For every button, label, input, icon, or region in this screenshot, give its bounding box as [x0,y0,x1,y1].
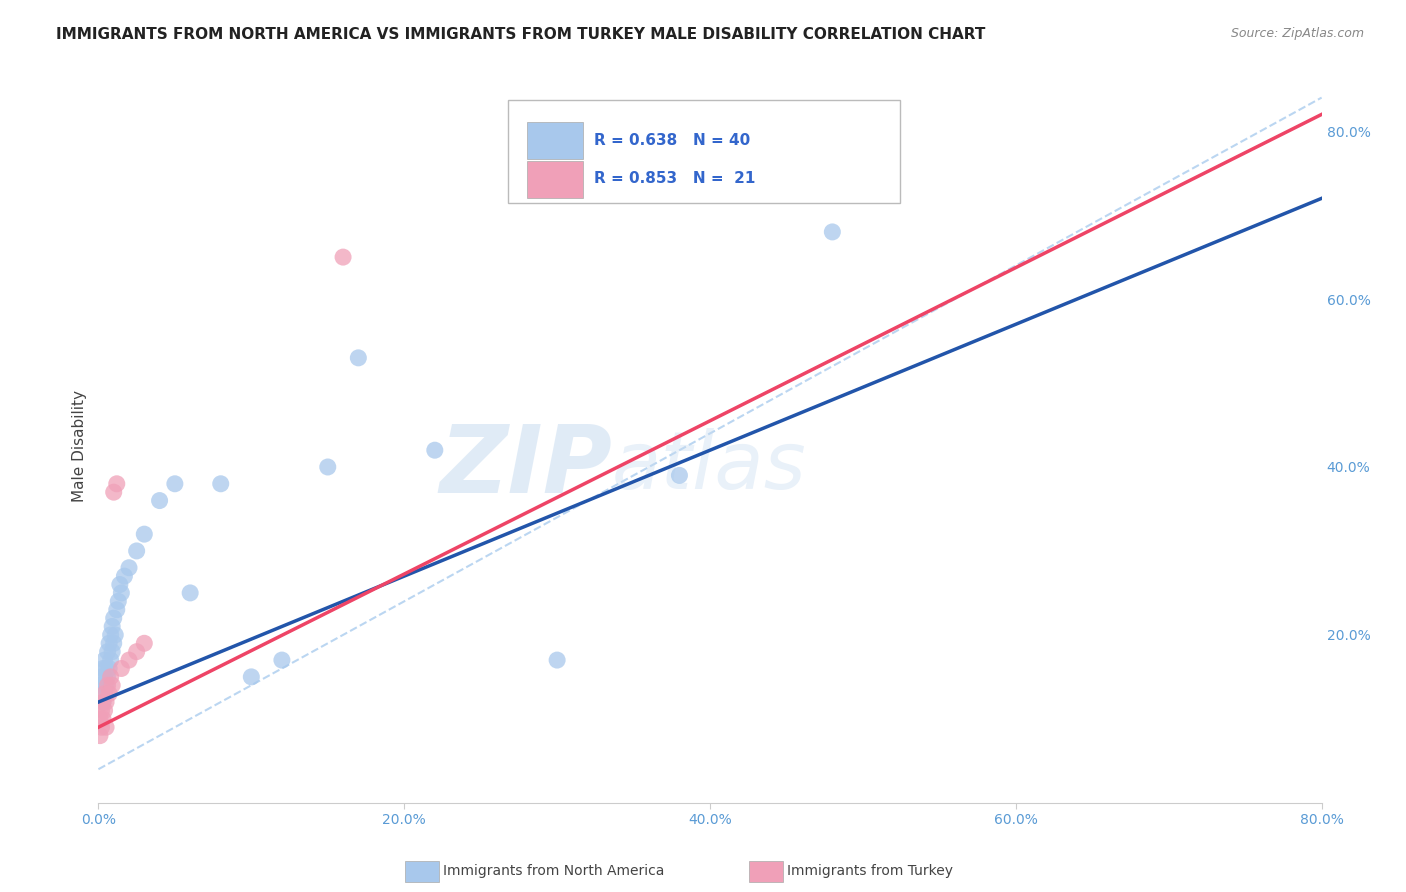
Point [108,577,131,591]
Point [163,476,186,491]
Point [93,670,115,684]
Point [821,225,844,239]
Text: R = 0.638   N = 40: R = 0.638 N = 40 [593,133,749,147]
Point [125,645,148,659]
Text: Immigrants from Turkey: Immigrants from Turkey [787,864,953,879]
Point [90,720,112,734]
Point [103,611,125,625]
Point [103,485,125,500]
Point [134,636,156,650]
FancyBboxPatch shape [508,100,900,203]
Point [90,687,112,701]
Point [94,678,117,692]
Point [332,250,354,264]
Point [125,544,148,558]
Point [90,670,112,684]
Point [546,653,568,667]
FancyBboxPatch shape [527,122,583,160]
Point [134,527,156,541]
Point [93,687,115,701]
Point [179,586,201,600]
Point [89,712,111,726]
Point [97,670,120,684]
Point [98,661,121,675]
Point [91,695,114,709]
Point [668,468,690,483]
Point [101,678,124,692]
Text: IMMIGRANTS FROM NORTH AMERICA VS IMMIGRANTS FROM TURKEY MALE DISABILITY CORRELAT: IMMIGRANTS FROM NORTH AMERICA VS IMMIGRA… [56,27,986,42]
Point [89,678,111,692]
Text: Source: ZipAtlas.com: Source: ZipAtlas.com [1230,27,1364,40]
Y-axis label: Male Disability: Male Disability [72,390,87,502]
Point [97,645,120,659]
Point [100,628,122,642]
Point [110,661,132,675]
Point [209,476,232,491]
Point [91,712,114,726]
Point [101,619,124,633]
Point [98,636,121,650]
Point [100,653,122,667]
Point [105,603,128,617]
Point [240,670,263,684]
Point [112,569,135,583]
Point [107,594,129,608]
Point [93,653,115,667]
Point [104,628,127,642]
Point [91,695,114,709]
Point [90,703,112,717]
Point [101,645,124,659]
Text: ZIP: ZIP [439,421,612,514]
Point [94,661,117,675]
Point [103,636,125,650]
Point [347,351,370,365]
Point [94,695,117,709]
Point [423,443,446,458]
Point [316,460,339,475]
Point [94,720,117,734]
Text: atlas: atlas [612,428,807,507]
Point [89,729,111,743]
Point [118,653,141,667]
Point [100,670,122,684]
Point [98,687,121,701]
Point [105,476,128,491]
Point [97,678,120,692]
Text: Immigrants from North America: Immigrants from North America [443,864,664,879]
Point [149,493,172,508]
Point [270,653,292,667]
Text: R = 0.853   N =  21: R = 0.853 N = 21 [593,171,755,186]
Point [91,661,114,675]
FancyBboxPatch shape [527,161,583,198]
Point [93,703,115,717]
Point [118,560,141,574]
Point [110,586,132,600]
